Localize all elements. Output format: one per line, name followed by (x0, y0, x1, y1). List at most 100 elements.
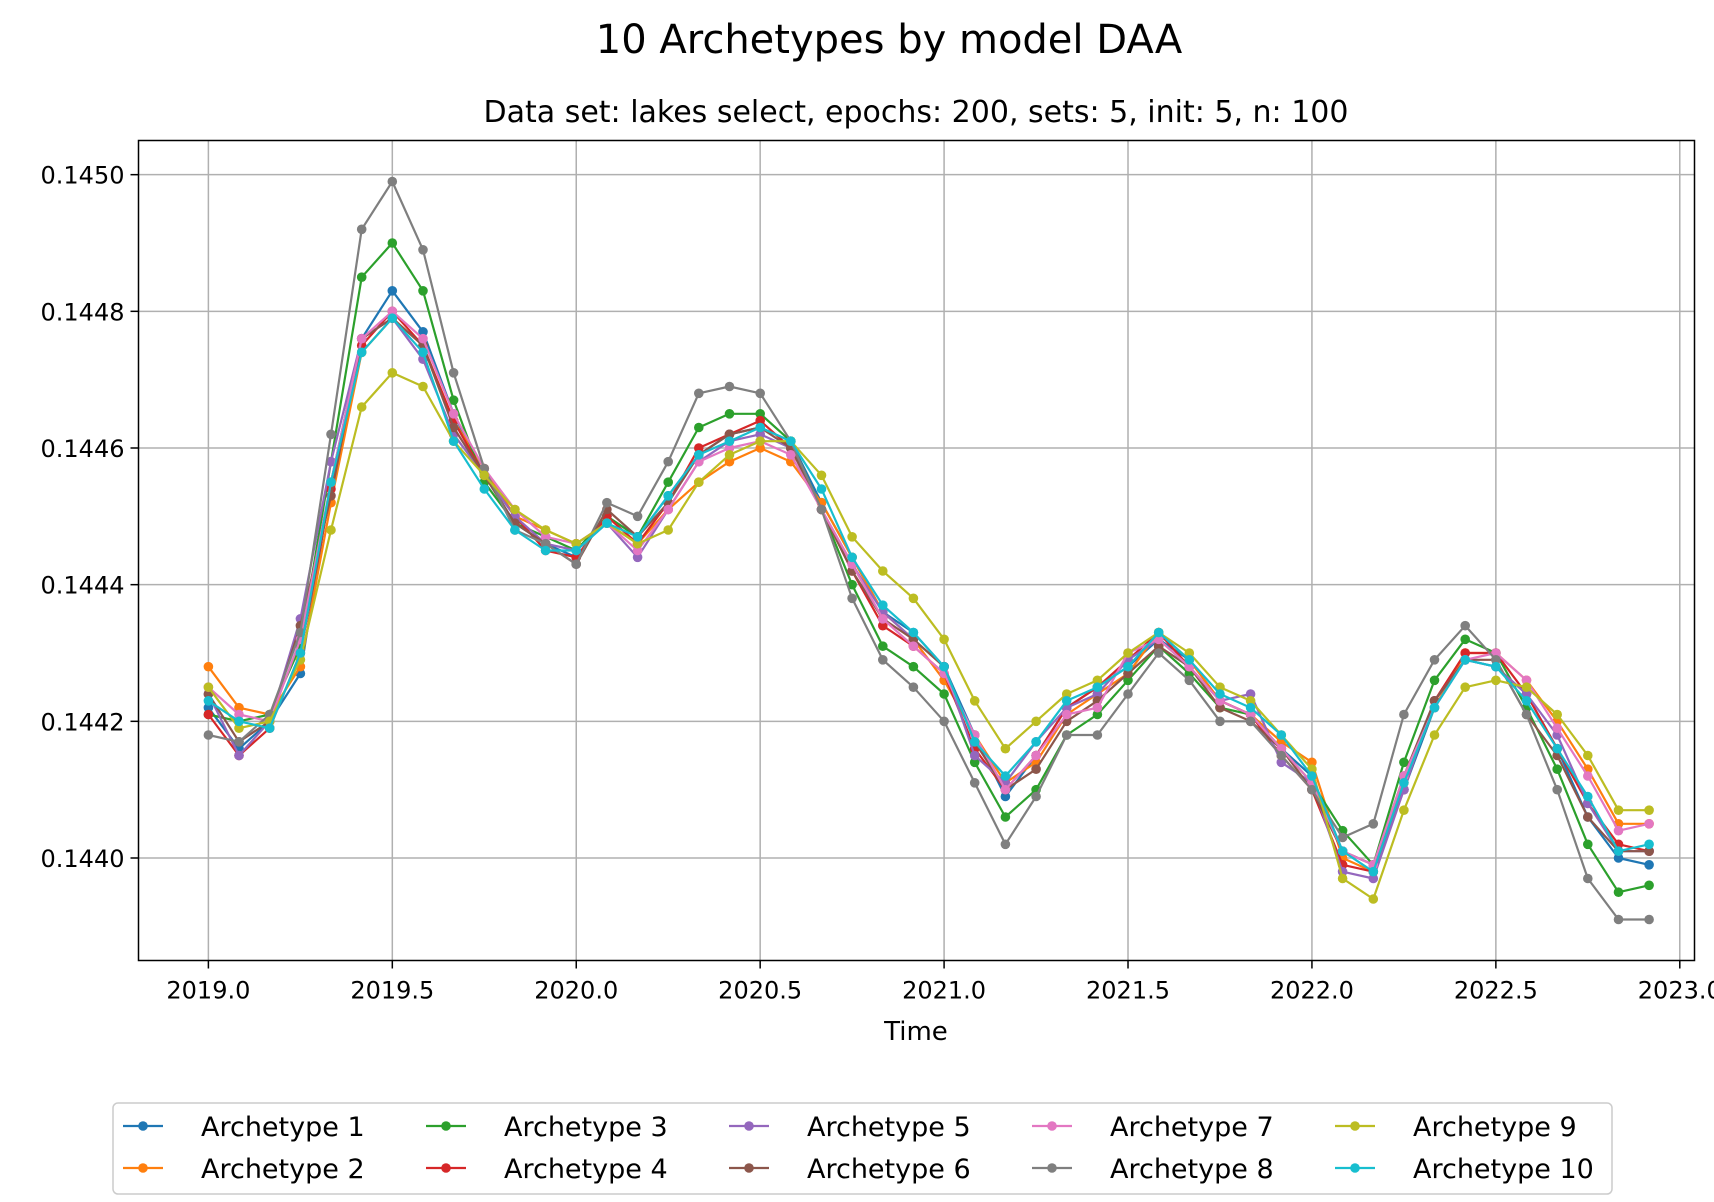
data-point (326, 477, 336, 488)
data-point (1031, 737, 1041, 747)
data-point (234, 750, 244, 761)
legend-item: Archetype 1 (123, 1112, 365, 1143)
data-point (1429, 730, 1440, 740)
data-point (203, 661, 214, 672)
data-point (908, 593, 919, 604)
data-point (387, 238, 398, 248)
data-point (969, 696, 980, 706)
series-line (207, 310, 1650, 866)
grid (138, 140, 1695, 961)
data-point (234, 737, 244, 747)
data-point (203, 709, 214, 720)
data-point (1245, 689, 1256, 699)
data-point (1031, 716, 1041, 727)
data-point (1215, 716, 1225, 727)
data-point (908, 627, 919, 638)
series-9 (203, 368, 1654, 904)
data-point (878, 600, 888, 610)
data-point (571, 559, 581, 569)
series-4 (203, 306, 1654, 877)
data-point (1644, 805, 1654, 815)
legend-label: Archetype 9 (1413, 1112, 1577, 1143)
x-tick-label: 2019.5 (350, 977, 434, 1005)
data-point (479, 484, 490, 494)
data-point (1092, 702, 1103, 713)
data-point (1000, 812, 1011, 822)
data-point (878, 566, 888, 576)
data-point (1092, 689, 1103, 699)
data-point (755, 422, 765, 433)
legend-marker (744, 1121, 754, 1131)
data-point (1307, 784, 1317, 795)
data-point (755, 429, 765, 440)
data-point (1337, 832, 1348, 843)
data-point (234, 716, 244, 727)
data-point (847, 552, 857, 563)
data-point (1491, 675, 1501, 686)
data-point (1429, 702, 1440, 713)
data-point (1552, 764, 1562, 774)
data-point (540, 532, 551, 542)
data-point (1245, 709, 1256, 720)
x-axis-label: Time (883, 1017, 948, 1047)
data-point (540, 545, 551, 556)
data-point (1215, 682, 1225, 692)
data-point (203, 682, 214, 692)
series-line (207, 317, 1650, 873)
data-point (847, 532, 857, 542)
legend-label: Archetype 3 (504, 1112, 668, 1143)
data-point (1368, 819, 1379, 829)
y-tick-label: 0.1442 (41, 708, 125, 736)
data-point (847, 593, 857, 604)
data-point (1613, 853, 1624, 863)
data-point (1061, 709, 1072, 720)
data-point (663, 525, 673, 535)
data-point (1000, 743, 1011, 754)
x-tick-label: 2022.0 (1270, 977, 1354, 1005)
data-point (356, 333, 367, 344)
y-tick-label: 0.1446 (41, 435, 125, 463)
data-point (1583, 873, 1593, 884)
legend-item: Archetype 9 (1335, 1112, 1577, 1143)
data-point (1460, 634, 1470, 645)
data-point (234, 723, 244, 733)
data-point (479, 470, 490, 481)
data-point (1184, 675, 1195, 686)
data-point (724, 456, 735, 467)
chart-subtitle: Data set: lakes select, epochs: 200, set… (484, 95, 1349, 130)
data-point (234, 709, 244, 720)
data-point (1092, 682, 1103, 692)
data-point (816, 470, 827, 481)
data-point (387, 286, 398, 296)
data-point (1153, 627, 1164, 638)
data-point (1123, 675, 1133, 686)
data-point (510, 504, 520, 515)
data-point (1613, 846, 1624, 856)
data-point (1552, 723, 1562, 733)
data-point (1337, 873, 1348, 884)
data-point (1460, 682, 1470, 692)
data-point (1399, 757, 1409, 768)
data-point (448, 409, 459, 419)
data-point (1460, 620, 1470, 631)
series-line (207, 317, 1650, 880)
legend-item: Archetype 6 (729, 1154, 971, 1185)
x-tick-label: 2021.5 (1086, 977, 1170, 1005)
data-point (203, 730, 214, 740)
data-point (387, 306, 398, 317)
series-layer (203, 176, 1654, 925)
data-point (908, 634, 919, 645)
x-tick-label: 2020.0 (534, 977, 618, 1005)
data-point (632, 511, 643, 522)
data-point (1061, 696, 1072, 706)
data-point (326, 429, 336, 440)
data-point (1092, 709, 1103, 720)
data-point (1215, 689, 1225, 699)
data-point (418, 327, 428, 337)
data-point (295, 648, 306, 658)
legend-label: Archetype 4 (504, 1154, 668, 1185)
data-point (356, 402, 367, 412)
data-point (755, 436, 765, 447)
data-point (1644, 860, 1654, 870)
